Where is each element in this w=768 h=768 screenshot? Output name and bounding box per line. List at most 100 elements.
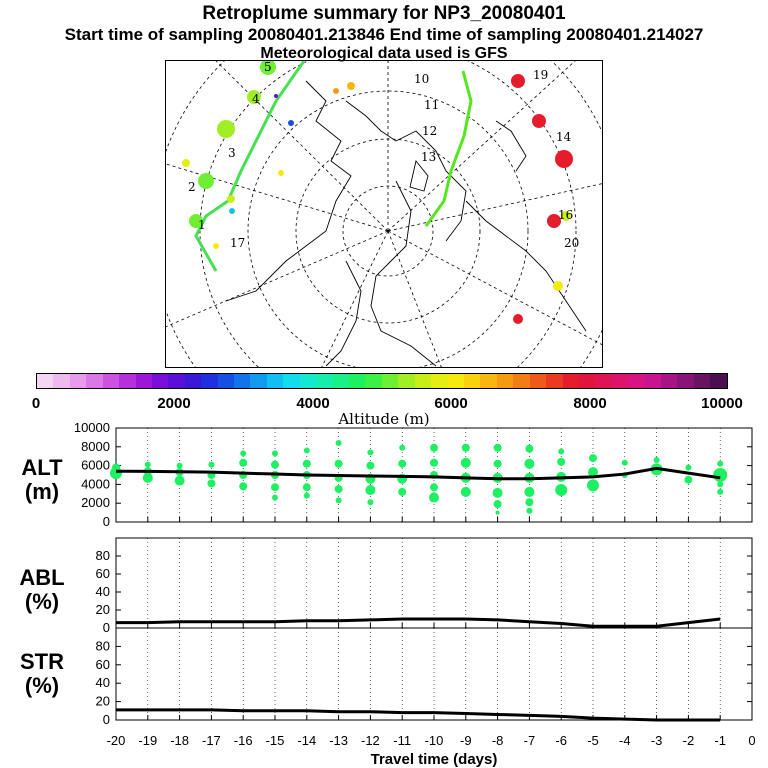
map-graticule [166,61,602,367]
colorbar-segment [168,374,185,388]
plume-marker [347,82,355,90]
colorbar-segment [463,374,481,388]
x-tick-label: -11 [393,733,411,748]
map-label: 10 [414,72,429,86]
polar-map: 1 2 3 4 5 10 11 12 13 14 16 17 19 20 [165,60,603,368]
altitude-point [176,462,183,469]
y-tick-label: 8000 [81,439,110,454]
altitude-point [493,500,502,509]
altitude-point [398,459,407,468]
colorbar-segment [37,374,54,388]
altitude-point [524,486,535,497]
map-label: 16 [558,208,573,222]
colorbar-segment [365,374,382,388]
altitude-point [713,468,728,482]
plume-marker [555,150,573,168]
altitude-point [555,484,568,497]
y-tick-label: 60 [96,566,110,581]
colorbar-segment [102,374,120,388]
y-tick-label: 10000 [74,420,110,435]
map-label: 1 [198,218,206,232]
page-title: Retroplume summary for NP3_20080401 [202,3,566,24]
altitude-point [367,499,374,506]
x-tick-label: -6 [555,733,567,748]
altitude-point [112,463,120,472]
panel-frame [115,627,753,721]
colorbar-segment [381,374,399,388]
altitude-point [493,459,502,468]
series-line [116,708,721,722]
altitude-point [621,459,628,466]
altitude-point [366,461,375,470]
altitude-point [558,448,565,455]
altitude-point [587,479,599,492]
plume-track-west [194,61,306,272]
colorbar-tick: 10000 [701,395,743,412]
plume-marker [511,74,525,88]
colorbar-segment [496,374,514,388]
y-tick-label: 4000 [81,476,110,491]
plume-marker [333,88,339,94]
abl-panel-label: ABL (%) [8,566,76,614]
colorbar-tick: 0 [31,395,41,412]
colorbar-segment [546,374,563,388]
plume-marker [553,281,563,291]
altitude-point [717,481,724,488]
map-label: 4 [252,92,260,106]
x-tick-label: -14 [297,733,316,748]
alt-label-text: ALT (m) [21,455,63,504]
x-tick-label: -10 [425,733,444,748]
colorbar-segment [349,374,366,388]
colorbar-segment [398,374,415,388]
altitude-point [271,483,279,492]
plume-marker [260,61,276,75]
colorbar-segment [184,374,202,388]
colorbar-label: Altitude (m) [338,410,430,428]
y-tick-label: 20 [96,602,110,617]
colorbar-tick: 2000 [157,395,191,412]
altitude-point [460,457,471,468]
plume-marker [227,195,235,203]
plume-marker [247,90,261,104]
colorbar-segment [644,374,662,388]
colorbar-tick: 8000 [573,395,607,412]
plume-marker [513,314,523,324]
altitude-point [492,487,503,498]
colorbar-segment [266,374,284,388]
y-tick-label: 6000 [81,458,110,473]
x-tick-label: -8 [492,733,504,748]
altitude-point [589,454,597,463]
sampling-time-subtitle: Start time of sampling 20080401.213846 E… [64,25,704,44]
str-label-text: STR (%) [20,649,64,698]
altitude-point [367,449,374,456]
altitude-point [271,460,279,469]
colorbar-segment [201,374,218,388]
altitude-point [335,440,342,447]
plume-marker [532,114,546,128]
x-tick-label: -15 [266,733,285,748]
series-line [115,466,721,481]
map-label: 3 [228,146,236,160]
map-label: 14 [556,130,572,144]
map-label: 13 [421,150,436,164]
map-label: 5 [264,61,272,74]
altitude-point [717,460,724,467]
x-tick-label: -16 [234,733,253,748]
map-label: 2 [188,180,196,194]
alt-panel-label: ALT (m) [8,456,76,504]
x-tick-label: -12 [361,733,380,748]
x-tick-label: -3 [651,733,663,748]
plume-track-east [424,70,473,227]
map-label: 12 [422,124,437,138]
colorbar-segment [86,374,103,388]
y-tick-label: 40 [96,584,110,599]
altitude-point [174,475,185,486]
colorbar-segment [661,374,678,388]
abl-label-text: ABL (%) [19,565,65,614]
colorbar-segment [693,374,711,388]
altitude-point [588,467,598,478]
altitude-point [461,443,470,452]
colorbar-segment [414,374,432,388]
colorbar-segment [480,374,497,388]
